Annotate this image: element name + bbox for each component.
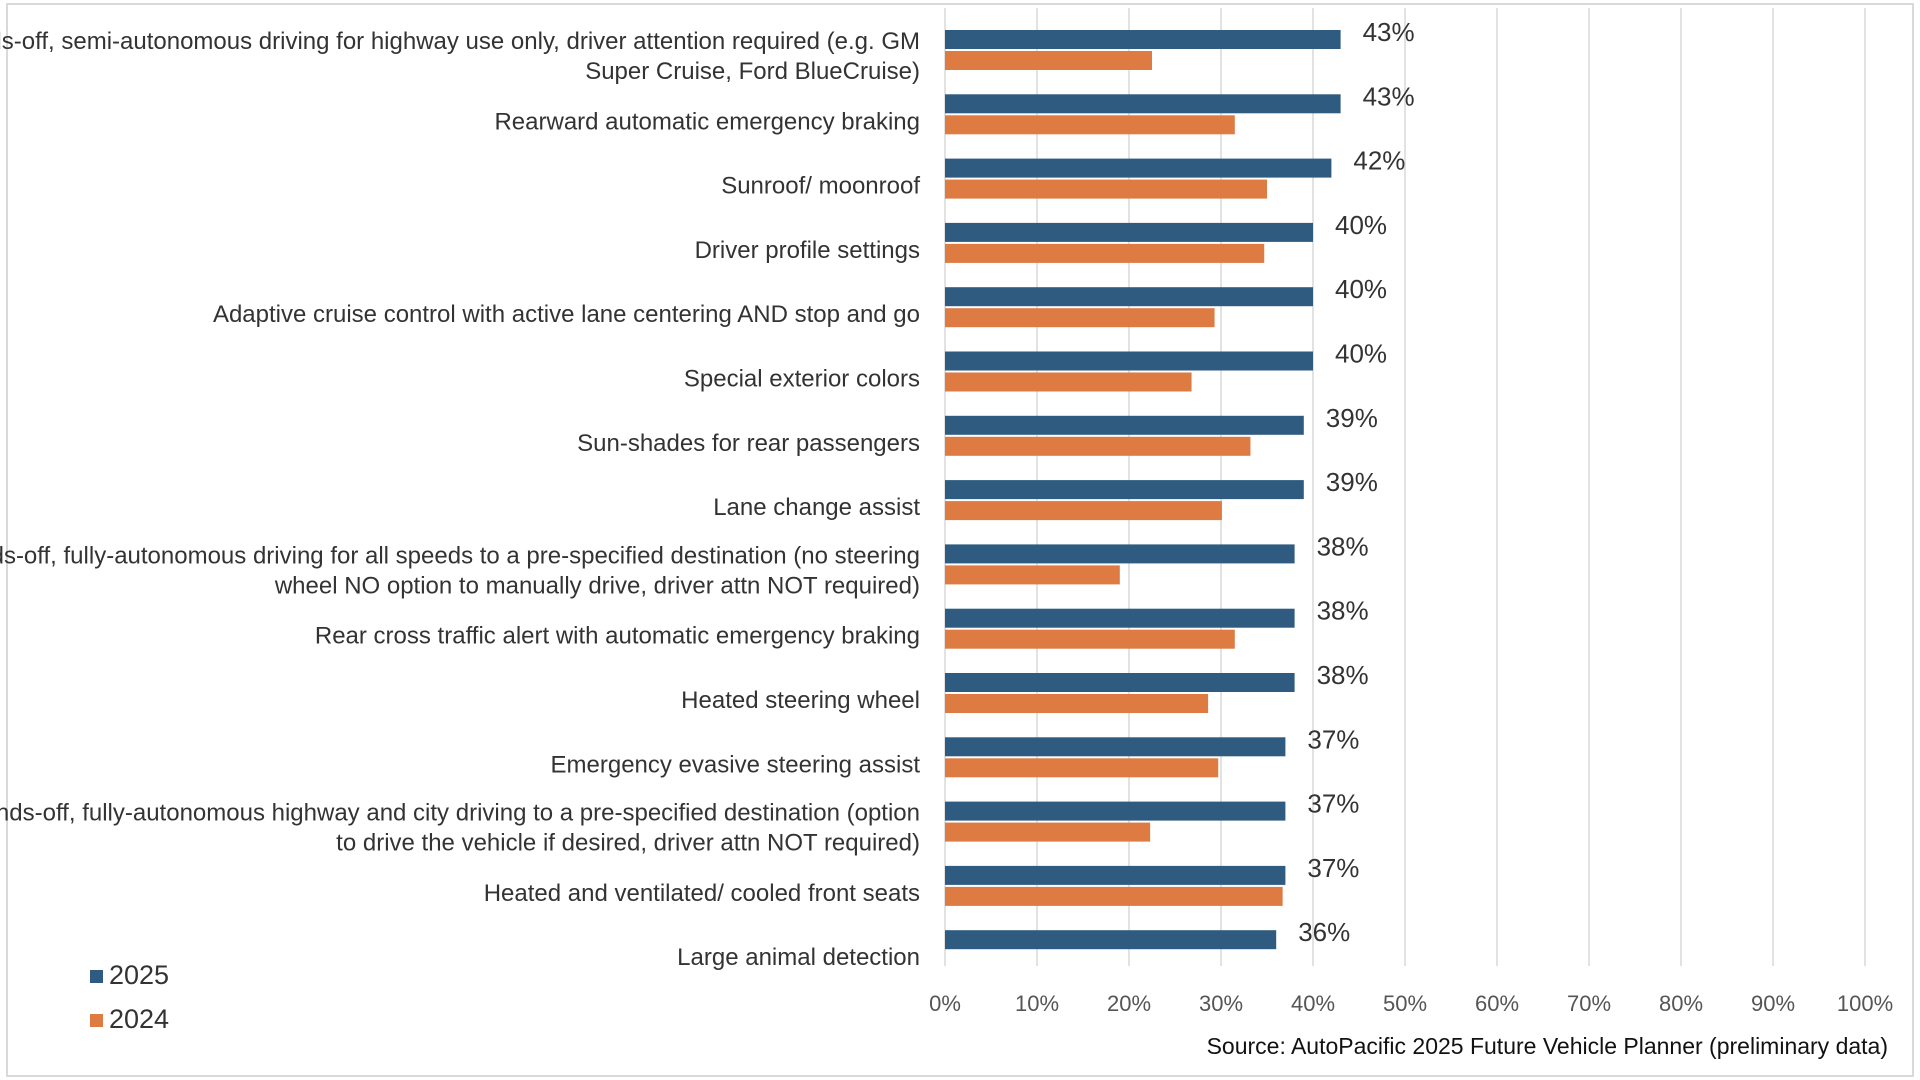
- x-tick-label: 10%: [1015, 991, 1059, 1016]
- bar-2025: [945, 222, 1313, 242]
- bar-2025: [945, 865, 1286, 885]
- category-label: Hands-off, fully-autonomous highway and …: [0, 800, 920, 857]
- category-label: Hands-off, fully-autonomous driving for …: [0, 542, 920, 599]
- bar-2025: [945, 287, 1313, 307]
- bar-2025: [945, 415, 1304, 435]
- category-label: Driver profile settings: [695, 237, 920, 264]
- bar-2024: [945, 501, 1222, 521]
- x-tick-label: 60%: [1475, 991, 1519, 1016]
- data-label: 38%: [1317, 596, 1369, 626]
- x-tick-label: 0%: [929, 991, 961, 1016]
- bar-2025: [945, 608, 1295, 628]
- x-tick-label: 50%: [1383, 991, 1427, 1016]
- category-label: Large animal detection: [677, 944, 920, 971]
- bar-2024: [945, 629, 1235, 649]
- legend-label-2024: 2024: [109, 1004, 169, 1034]
- bar-2024: [945, 565, 1120, 585]
- data-label: 37%: [1307, 724, 1359, 754]
- bar-2025: [945, 544, 1295, 564]
- data-label: 40%: [1335, 274, 1387, 304]
- bar-2025: [945, 30, 1341, 49]
- bar-2024: [945, 822, 1151, 842]
- bar-2024: [945, 308, 1215, 328]
- category-labels: Hands-off, semi-autonomous driving for h…: [0, 28, 920, 971]
- legend-swatch-2025: [90, 970, 103, 983]
- category-label: Lane change assist: [713, 494, 920, 521]
- category-label: Sun-shades for rear passengers: [577, 430, 920, 457]
- data-label: 37%: [1307, 789, 1359, 819]
- bar-2024: [945, 436, 1251, 456]
- legend: 2025 2024: [90, 960, 169, 1034]
- bar-2025: [945, 480, 1304, 500]
- x-tick-label: 90%: [1751, 991, 1795, 1016]
- category-label: Sunroof/ moonroof: [721, 173, 920, 200]
- data-label: 43%: [1363, 17, 1415, 47]
- bar-2025: [945, 930, 1277, 950]
- bar-2024: [945, 372, 1192, 392]
- bar-2024: [945, 694, 1209, 713]
- x-tick-label: 100%: [1837, 991, 1893, 1016]
- bar-2024: [945, 758, 1219, 778]
- bar-2024: [945, 243, 1265, 263]
- bar-2025: [945, 94, 1341, 114]
- bar-2025: [945, 351, 1313, 371]
- category-label: Rear cross traffic alert with automatic …: [315, 623, 920, 650]
- data-label: 40%: [1335, 210, 1387, 240]
- data-label: 43%: [1363, 81, 1415, 111]
- value-labels: 43% 43% 42% 40% 40% 40% 39% 39% 38% 38% 38% 37% 37% 3…: [1298, 17, 1414, 947]
- x-tick-label: 30%: [1199, 991, 1243, 1016]
- category-label: Rearward automatic emergency braking: [494, 108, 920, 135]
- category-label: Adaptive cruise control with active lane…: [213, 301, 920, 328]
- x-tick-label: 70%: [1567, 991, 1611, 1016]
- bar-2024: [945, 51, 1152, 70]
- bar-2025: [945, 801, 1286, 821]
- data-label: 36%: [1298, 917, 1350, 947]
- x-tick-label: 40%: [1291, 991, 1335, 1016]
- source-note: Source: AutoPacific 2025 Future Vehicle …: [1207, 1033, 1888, 1059]
- data-label: 39%: [1326, 403, 1378, 433]
- category-label: Hands-off, semi-autonomous driving for h…: [0, 28, 920, 85]
- x-tick-label: 20%: [1107, 991, 1151, 1016]
- x-tick-label: 80%: [1659, 991, 1703, 1016]
- data-label: 42%: [1353, 146, 1405, 176]
- bars: [945, 30, 1341, 950]
- chart-frame: [6, 3, 1914, 1077]
- bar-2024: [945, 886, 1283, 906]
- category-label: Heated steering wheel: [681, 687, 920, 714]
- data-label: 37%: [1307, 853, 1359, 883]
- category-label: Heated and ventilated/ cooled front seat…: [484, 880, 920, 907]
- category-label: Special exterior colors: [684, 366, 920, 393]
- legend-label-2025: 2025: [109, 960, 169, 990]
- bar-2024: [945, 115, 1235, 135]
- x-axis-ticks: 0% 10% 20% 30% 40% 50% 60% 70% 80% 90% 100%: [929, 991, 1893, 1016]
- data-label: 39%: [1326, 467, 1378, 497]
- category-label: Emergency evasive steering assist: [551, 751, 921, 778]
- data-label: 38%: [1317, 660, 1369, 690]
- legend-swatch-2024: [90, 1014, 103, 1027]
- bar-2025: [945, 158, 1332, 178]
- data-label: 38%: [1317, 531, 1369, 561]
- bar-2025: [945, 673, 1295, 692]
- data-label: 40%: [1335, 339, 1387, 369]
- bar-2024: [945, 179, 1267, 199]
- bar-2025: [945, 737, 1286, 757]
